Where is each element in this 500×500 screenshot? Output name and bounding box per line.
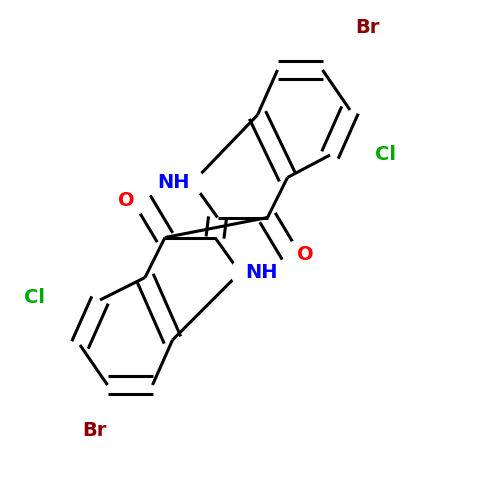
Circle shape (231, 258, 259, 286)
Text: NH: NH (158, 173, 190, 192)
Text: Cl: Cl (24, 288, 45, 307)
Circle shape (341, 14, 369, 42)
Circle shape (176, 168, 204, 196)
Text: Cl: Cl (375, 146, 396, 165)
Text: O: O (298, 246, 314, 264)
Circle shape (121, 186, 149, 214)
Circle shape (31, 284, 59, 312)
Text: NH: NH (245, 263, 278, 282)
Text: Br: Br (355, 18, 380, 37)
Text: Br: Br (82, 420, 107, 440)
Circle shape (361, 141, 389, 169)
Text: O: O (118, 190, 135, 210)
Circle shape (68, 416, 96, 444)
Circle shape (284, 241, 312, 269)
